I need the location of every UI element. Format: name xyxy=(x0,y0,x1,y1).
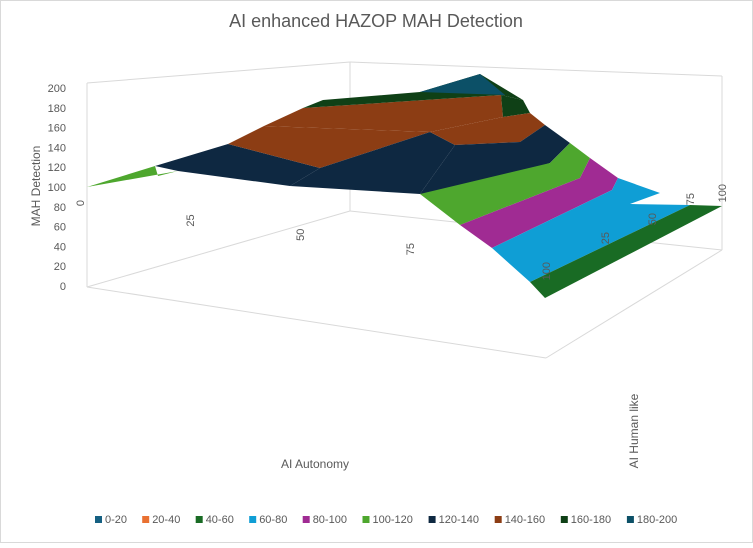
z-tick-label: 160 xyxy=(48,123,66,135)
x-axis-ticks: 0 25 50 75 xyxy=(75,200,417,255)
legend-label: 180-200 xyxy=(637,514,677,526)
legend-item: 60-80 xyxy=(249,514,287,526)
legend-swatch xyxy=(428,516,436,523)
z-axis-ticks: 0 20 40 60 80 100 120 140 160 180 200 xyxy=(48,83,66,293)
z-tick-label: 60 xyxy=(54,222,66,234)
z-tick-label: 200 xyxy=(48,83,66,95)
legend-item: 20-40 xyxy=(142,514,180,526)
floor-right-edge xyxy=(545,249,723,359)
surface-band-120-140-mid xyxy=(290,132,455,194)
chart-title: AI enhanced HAZOP MAH Detection xyxy=(229,11,523,31)
legend-label: 0-20 xyxy=(105,514,127,526)
z-axis-title: MAH Detection xyxy=(29,146,43,227)
legend-swatch xyxy=(626,516,634,523)
surface-band-60-80 xyxy=(492,178,690,282)
legend-label: 80-100 xyxy=(313,514,347,526)
legend-swatch xyxy=(302,516,310,523)
legend-label: 40-60 xyxy=(206,514,234,526)
legend-swatch xyxy=(560,516,568,523)
x-axis-title: AI Autonomy xyxy=(281,457,349,471)
surface-plot xyxy=(87,74,722,298)
z-tick-label: 140 xyxy=(48,142,66,154)
surface-band-140-160-left xyxy=(228,126,430,168)
legend-item: 180-200 xyxy=(626,514,677,526)
legend-label: 20-40 xyxy=(152,514,180,526)
z-tick-label: 40 xyxy=(54,241,66,253)
surface-band-80-100 xyxy=(460,158,618,248)
z-tick-label: 20 xyxy=(54,261,66,273)
legend-swatch xyxy=(249,516,257,523)
x-tick-label: 25 xyxy=(185,214,197,226)
surface-band-160-180-edge xyxy=(501,95,530,117)
z-tick-label: 180 xyxy=(48,103,66,115)
surface-band-140-160-back xyxy=(264,95,503,132)
legend-item: 40-60 xyxy=(195,514,234,526)
z-tick-label: 0 xyxy=(60,281,66,293)
x-tick-label: 50 xyxy=(295,229,307,241)
y-axis-title: AI Human like xyxy=(627,393,641,468)
legend-label: 100-120 xyxy=(373,514,413,526)
y-tick-label: 100 xyxy=(717,184,729,202)
floor-front-edge xyxy=(86,286,547,359)
y-tick-label: 100 xyxy=(541,262,553,280)
surface-band-100-120-right xyxy=(420,143,590,225)
z-tick-label: 100 xyxy=(48,182,66,194)
surface-band-100-120-left xyxy=(87,166,178,187)
surface-band-120-140-left xyxy=(155,144,320,186)
legend-item: 120-140 xyxy=(428,514,479,526)
surface-band-120-140-right xyxy=(420,125,570,200)
legend-label: 120-140 xyxy=(439,514,479,526)
z-tick-label: 120 xyxy=(48,162,66,174)
grid xyxy=(86,61,723,359)
legend-swatch xyxy=(195,516,203,523)
x-tick-label: 75 xyxy=(405,243,417,255)
y-tick-label: 25 xyxy=(600,232,612,244)
legend-swatch xyxy=(362,516,370,523)
y-tick-label: 75 xyxy=(685,193,697,205)
legend: 0-20 20-40 40-60 60-80 80-100 100-120 120-140 1… xyxy=(95,514,677,526)
surface-band-140-160-right xyxy=(430,113,545,145)
floor-back-edge xyxy=(86,210,351,288)
legend-swatch xyxy=(95,516,102,523)
surface-band-180-200 xyxy=(420,74,505,95)
z-tick-label: 80 xyxy=(54,202,66,214)
legend-label: 60-80 xyxy=(259,514,287,526)
legend-item: 160-180 xyxy=(560,514,611,526)
y-tick-label: 50 xyxy=(647,213,659,225)
legend-label: 160-180 xyxy=(571,514,611,526)
legend-swatch xyxy=(494,516,502,523)
side-top-edge xyxy=(349,61,723,77)
legend-label: 140-160 xyxy=(505,514,545,526)
legend-swatch xyxy=(142,516,150,523)
legend-item: 140-160 xyxy=(494,514,545,526)
legend-item: 80-100 xyxy=(302,514,347,526)
x-tick-label: 0 xyxy=(75,200,87,206)
legend-item: 100-120 xyxy=(362,514,413,526)
back-top-edge xyxy=(86,61,351,84)
legend-item: 0-20 xyxy=(95,514,127,526)
y-axis-ticks: 25 50 75 100 100 xyxy=(541,184,729,280)
surface-band-40-60 xyxy=(530,205,722,298)
